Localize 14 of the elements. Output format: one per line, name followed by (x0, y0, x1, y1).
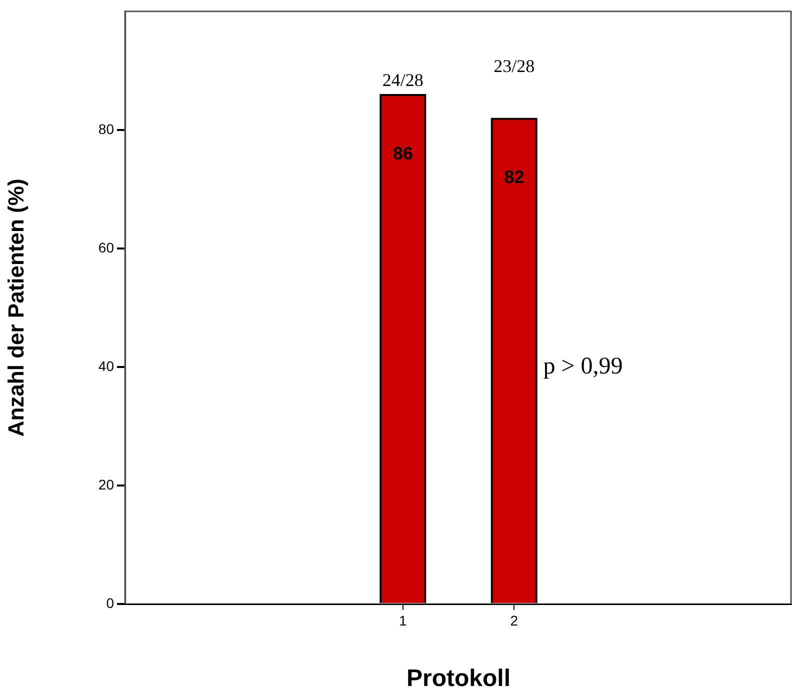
y-tick-label: 60 (98, 239, 114, 256)
x-tick-label: 1 (399, 612, 408, 628)
data-label: 86 (392, 143, 413, 164)
data-label: 82 (504, 167, 524, 188)
y-tick-label: 20 (98, 476, 114, 492)
y-tick-label: 80 (98, 120, 114, 137)
annotation: p > 0,99 (543, 353, 623, 380)
annotation: 24/28 (382, 70, 424, 90)
y-axis-title: Anzahl der Patienten (%) (3, 178, 28, 437)
y-tick-label: 0 (106, 594, 114, 611)
annotation: 23/28 (494, 56, 535, 76)
x-axis-title: Protokoll (406, 665, 511, 692)
x-tick-label: 2 (510, 612, 518, 628)
y-tick-label: 40 (98, 358, 114, 374)
